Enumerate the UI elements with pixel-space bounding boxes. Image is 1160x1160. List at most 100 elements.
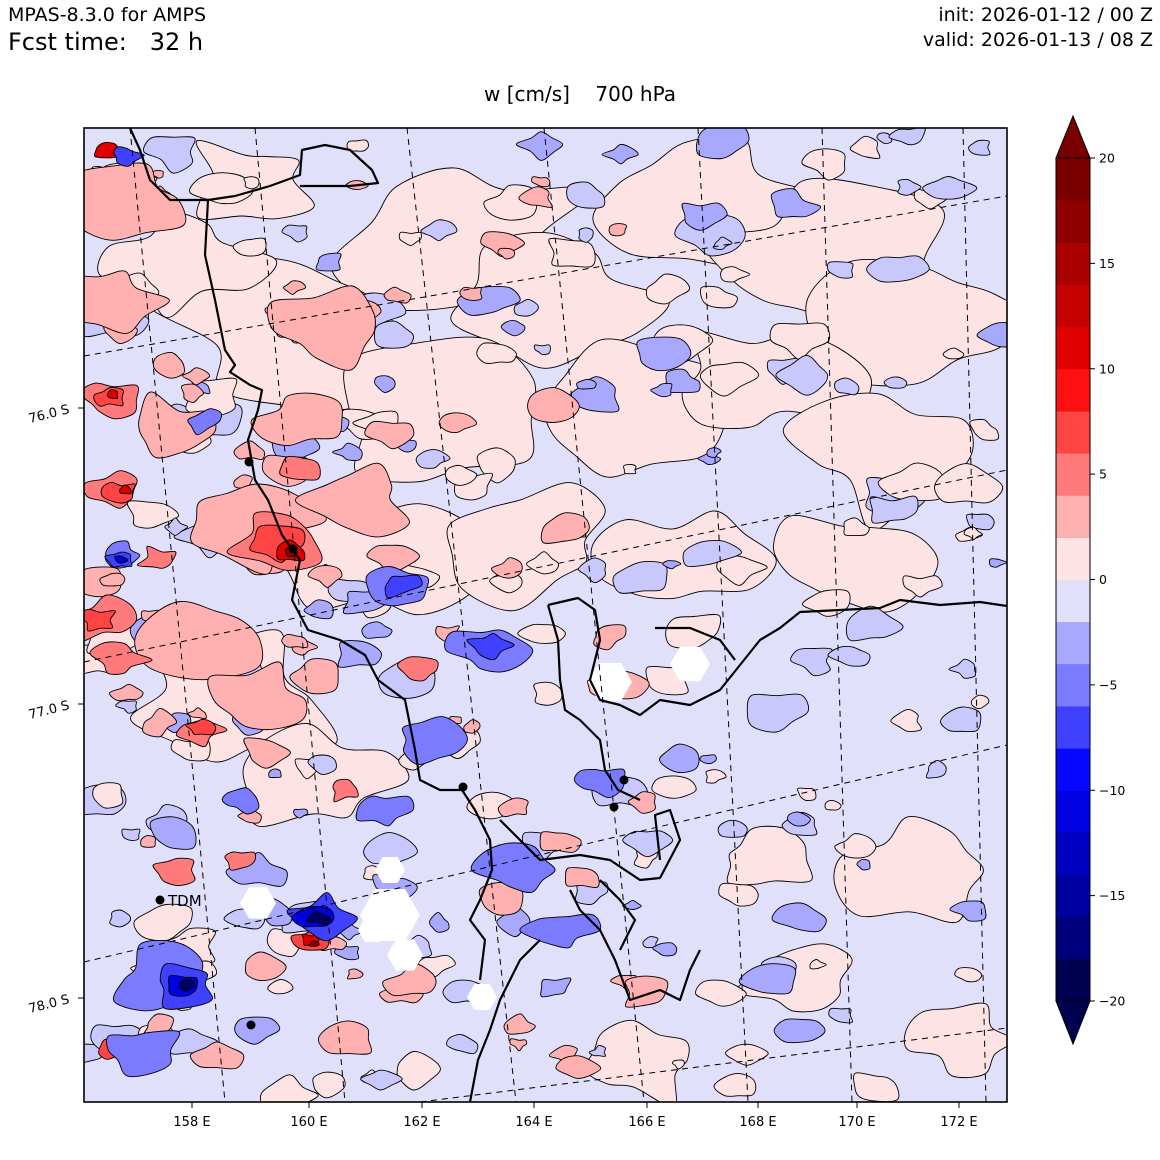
contour-region	[665, 368, 701, 394]
contour-region	[671, 1059, 685, 1070]
contour-region	[775, 354, 829, 396]
contour-region	[968, 139, 991, 156]
contour-region	[312, 1071, 346, 1099]
contour-region	[833, 377, 860, 396]
colorbar-segment	[1056, 832, 1090, 876]
contour-region	[564, 867, 600, 888]
contour-region	[790, 647, 833, 677]
contour-region	[652, 942, 678, 957]
lon-tick-label: 172 E	[940, 1115, 977, 1130]
colorbar-segment	[1056, 410, 1090, 454]
contour-region	[624, 975, 669, 1008]
contour-region	[954, 967, 983, 983]
plot-title: w [cm/s] 700 hPa	[0, 82, 1160, 106]
colorbar-segment	[1056, 748, 1090, 791]
contour-region	[346, 139, 370, 152]
contour-region	[497, 247, 516, 260]
contour-region	[699, 361, 760, 397]
colorbar-tick-label: 15	[1099, 256, 1115, 271]
contour-region	[769, 322, 831, 360]
station-marker-tdm	[155, 895, 165, 905]
contour-region	[366, 544, 420, 574]
contour-region	[827, 261, 854, 279]
contour-region	[126, 500, 180, 529]
contour-region	[281, 633, 309, 649]
lon-tick-label: 158 E	[173, 1115, 210, 1130]
station-marker	[246, 1020, 256, 1030]
valid-time: valid: 2026-01-13 / 08 Z	[922, 29, 1153, 51]
colorbar: 20 15 10 5 0 −10 −15 −20 −5	[1055, 114, 1125, 1046]
meridian-line	[543, 128, 645, 1102]
contour-region	[373, 320, 414, 349]
contour-region	[533, 681, 563, 706]
contour-region	[718, 882, 759, 907]
contour-region	[699, 754, 717, 765]
contour-region	[940, 706, 982, 733]
colorbar-segment	[1056, 958, 1090, 1002]
coastline	[128, 128, 1007, 1102]
contour-region	[315, 252, 342, 272]
contour-region	[897, 178, 922, 196]
model-label: MPAS-8.3.0 for AMPS	[8, 4, 207, 26]
contour-region	[398, 231, 422, 246]
meridian-line	[406, 128, 517, 1102]
contour-region	[515, 131, 564, 161]
meridian-line	[129, 128, 226, 1102]
contour-region	[578, 227, 594, 243]
colorbar-segment	[1056, 158, 1090, 201]
contour-region	[925, 759, 947, 779]
contour-region	[225, 852, 288, 887]
contour-region	[650, 382, 673, 398]
colorbar-segment	[1056, 621, 1090, 665]
contour-region	[948, 658, 977, 679]
station-marker	[288, 544, 298, 554]
contour-region	[232, 237, 267, 257]
contour-region	[713, 1073, 757, 1097]
contour-region	[682, 539, 742, 568]
plot-variable: w [cm/s]	[483, 82, 570, 106]
coastline-segment	[655, 626, 736, 661]
colorbar-segment	[1056, 790, 1090, 833]
contour-region	[738, 963, 797, 995]
colorbar-segment	[1056, 705, 1090, 749]
colorbar-tick-label: −10	[1099, 783, 1125, 798]
contour-region	[888, 128, 926, 146]
contour-region	[221, 787, 260, 815]
contour-region	[883, 376, 908, 389]
colorbar-segment	[1056, 453, 1090, 496]
contour-region	[513, 298, 539, 317]
contour-region	[509, 1038, 528, 1052]
contour-region	[109, 683, 144, 702]
contour-region	[601, 143, 639, 165]
contour-region	[705, 769, 727, 784]
contour-region	[113, 555, 129, 564]
contour-region	[876, 132, 893, 145]
contour-region	[181, 367, 211, 386]
contour-region	[107, 389, 119, 400]
contour-region	[178, 978, 196, 992]
map-frame	[83, 127, 1008, 1103]
contour-region	[531, 176, 551, 188]
contour-region	[138, 391, 217, 459]
contour-region	[466, 633, 515, 661]
colorbar-segment	[1056, 916, 1090, 960]
contour-region	[384, 574, 423, 599]
contour-region	[770, 188, 821, 218]
missing-data-patch	[387, 939, 423, 971]
colorbar-extend-max	[1055, 114, 1091, 159]
contour-region	[109, 909, 131, 928]
coastline-segment	[547, 596, 1007, 717]
contour-region	[636, 336, 692, 372]
coastline-segment	[128, 128, 208, 202]
contour-region	[243, 737, 291, 769]
contour-region	[706, 447, 722, 458]
missing-data-patch	[588, 662, 632, 702]
contour-region	[106, 1030, 181, 1078]
contour-region	[282, 280, 307, 295]
contour-region	[224, 851, 257, 871]
contour-region	[665, 613, 722, 649]
lon-tick-label: 162 E	[403, 1115, 440, 1130]
contour-region	[497, 797, 529, 818]
missing-data-patch	[670, 646, 710, 682]
